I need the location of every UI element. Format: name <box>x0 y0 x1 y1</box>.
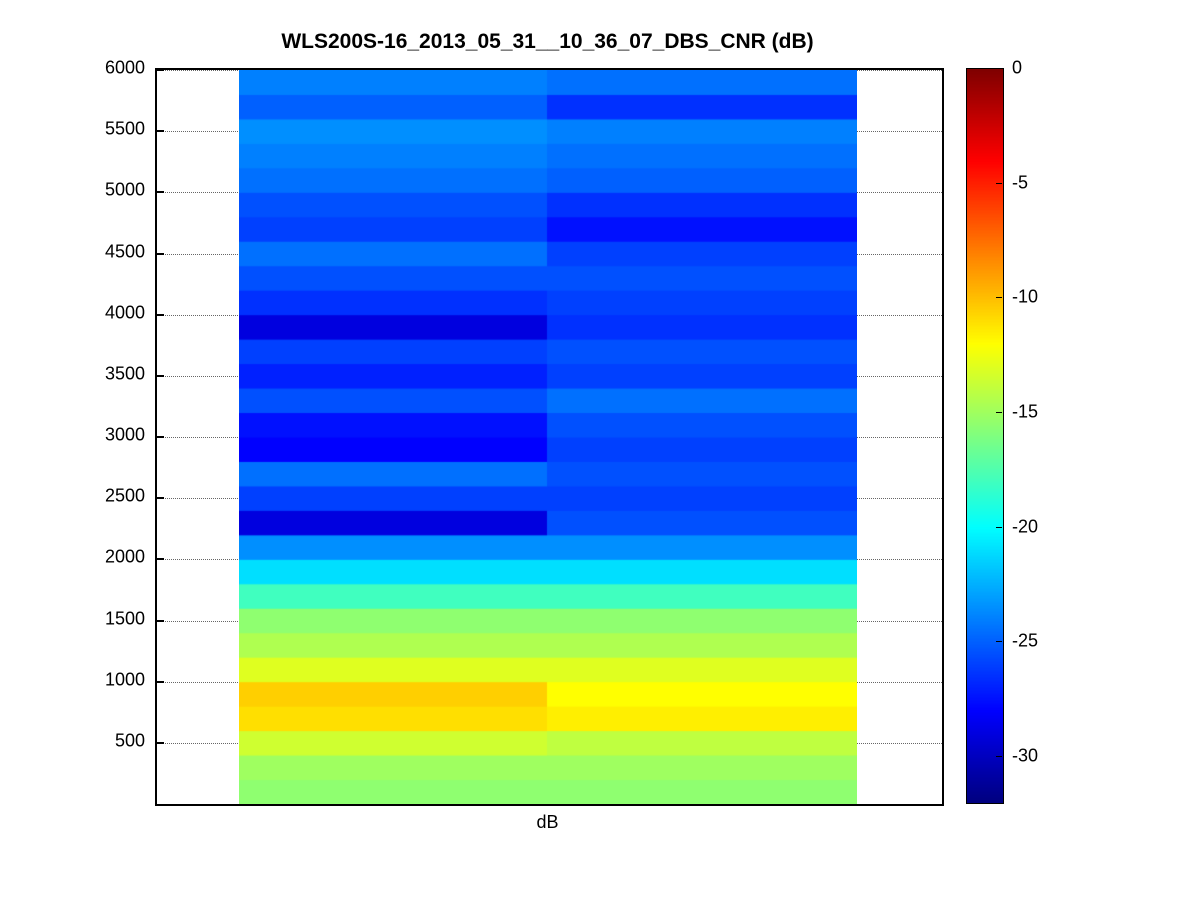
y-tick-mark <box>157 741 164 744</box>
y-tick-label: 3500 <box>104 363 145 384</box>
y-tick-mark <box>157 436 164 438</box>
y-tick-label: 6000 <box>104 57 145 78</box>
y-tick-label: 5500 <box>104 118 145 139</box>
y-tick-label: 4000 <box>104 302 145 323</box>
colorbar-canvas <box>967 69 1003 803</box>
colorbar-tick-mark <box>996 641 1002 643</box>
colorbar-tick-label: -10 <box>1012 286 1039 307</box>
y-tick-label: 1500 <box>104 608 145 628</box>
colorbar-tick-label: -20 <box>1012 516 1039 537</box>
plot-title: WLS200S-16_2013_05_31__10_36_07_DBS_CNR … <box>281 30 814 53</box>
colorbar-tick-label: -25 <box>1012 630 1039 651</box>
y-tick-mark <box>157 497 164 500</box>
y-tick-label: 500 <box>114 730 145 751</box>
colorbar <box>966 68 1004 804</box>
colorbar-tick-mark <box>996 526 1002 528</box>
colorbar-tick-label: -30 <box>1012 745 1039 766</box>
colorbar-tick-mark <box>996 297 1002 299</box>
y-tick-label: 3000 <box>104 424 145 445</box>
y-tick-mark <box>157 619 164 622</box>
y-tick-label: 2000 <box>104 546 145 567</box>
y-tick-mark <box>157 191 164 194</box>
y-tick-label: 4500 <box>104 241 145 261</box>
y-tick-mark <box>157 558 164 561</box>
x-axis-label: dB <box>536 812 559 832</box>
y-tick-mark <box>157 313 164 316</box>
plot-area <box>155 68 944 806</box>
colorbar-tick-label: -5 <box>1012 172 1029 193</box>
y-tick-mark <box>157 374 164 377</box>
colorbar-tick-mark <box>996 68 1002 69</box>
y-tick-label: 5000 <box>104 179 145 200</box>
heatmap-canvas <box>239 70 857 804</box>
colorbar-tick-mark <box>996 182 1002 184</box>
y-tick-mark <box>157 680 164 683</box>
y-tick-mark <box>157 130 164 133</box>
y-tick-mark <box>157 69 164 71</box>
colorbar-tick-label: -15 <box>1012 401 1039 422</box>
colorbar-tick-label: 0 <box>1012 57 1023 78</box>
y-tick-label: 1000 <box>104 669 145 690</box>
y-tick-label: 2500 <box>104 485 145 506</box>
colorbar-tick-mark <box>996 756 1002 758</box>
colorbar-tick-mark <box>996 412 1002 414</box>
y-tick-mark <box>157 252 164 255</box>
